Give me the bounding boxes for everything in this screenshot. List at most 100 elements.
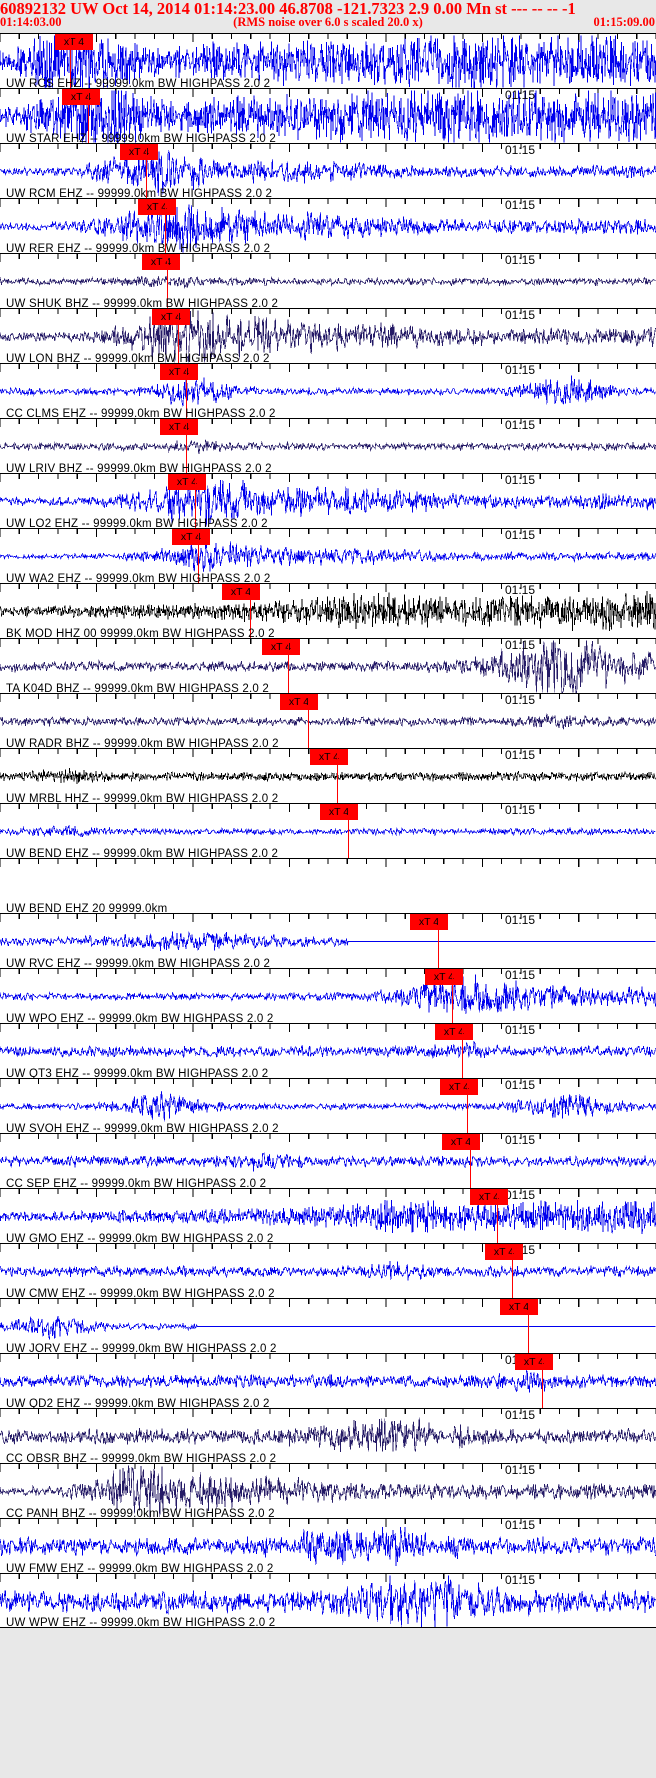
waveform — [0, 640, 656, 693]
trace-row[interactable]: 01:15 xT 4 UW LON BHZ -- 99999.0km BW HIGH… — [0, 308, 656, 363]
time-tick-label: 01:15 — [505, 1078, 536, 1092]
phase-marker[interactable]: xT 4 — [280, 694, 318, 710]
trace-label: UW WPW EHZ -- 99999.0km BW HIGHPASS 2.0 … — [6, 1617, 276, 1628]
trace-row[interactable]: 01:15 xT 4 BK MOD HHZ 00 99999.0km BW HIGH… — [0, 583, 656, 638]
waveform — [0, 1369, 656, 1393]
trace-label: CC SEP EHZ -- 99999.0km BW HIGHPASS 2.0 … — [6, 1178, 267, 1188]
pick-line — [250, 584, 252, 638]
trace-row[interactable]: 01:15 xT 4 CC SEP EHZ -- 99999.0km BW HIGH… — [0, 1133, 656, 1188]
phase-marker[interactable]: xT 4 — [440, 1079, 478, 1095]
trace-row[interactable]: 01:15 xT 4 TA K04D BHZ -- 99999.0km BW HIG… — [0, 638, 656, 693]
time-tick-label: 01:15 — [505, 638, 536, 652]
trace-row[interactable]: 01:15 xT 4 UW RADR BHZ -- 99999.0km BW HIG… — [0, 693, 656, 748]
trace-label: CC CLMS EHZ -- 99999.0km BW HIGHPASS 2.0… — [6, 408, 276, 418]
waveform — [0, 1575, 656, 1627]
time-tick-label: 01:15 — [505, 88, 536, 102]
waveform — [0, 375, 656, 407]
trace-row[interactable]: 01:15 xT 4 UW WA2 EHZ -- 99999.0km BW HIGH… — [0, 528, 656, 583]
phase-marker[interactable]: xT 4 — [320, 804, 358, 820]
phase-marker[interactable]: xT 4 — [222, 584, 260, 600]
trace-label: UW SVOH EHZ -- 99999.0km BW HIGHPASS 2.0… — [6, 1123, 279, 1133]
time-tick-label: 01:15 — [505, 1188, 536, 1202]
phase-marker[interactable]: xT 4 — [172, 529, 210, 545]
time-tick-label: 01:15 — [505, 1023, 536, 1037]
pick-line — [497, 1189, 499, 1243]
phase-marker[interactable]: xT 4 — [515, 1354, 553, 1370]
header-times: 01:14:03.00 (RMS noise over 6.0 s scaled… — [0, 15, 656, 31]
phase-marker[interactable]: xT 4 — [138, 199, 176, 215]
trace-row[interactable]: 01:15 UW FMW EHZ -- 99999.0km BW HIGHPASS… — [0, 1518, 656, 1573]
phase-marker[interactable]: xT 4 — [62, 89, 100, 105]
trace-row[interactable]: 01:15 xT 4 UW STAR EHZ -- 99999.0km BW HIG… — [0, 88, 656, 143]
waveform — [0, 1040, 656, 1059]
window-end-time: 01:15:09.00 — [593, 15, 655, 29]
pick-line — [462, 1024, 464, 1078]
waveform — [0, 1199, 656, 1235]
phase-marker[interactable]: xT 4 — [425, 969, 463, 985]
phase-marker[interactable]: xT 4 — [120, 144, 158, 160]
trace-row[interactable]: xT 4 UW RCS EHZ -- 99999.0km BW HIGHPASS … — [0, 33, 656, 88]
trace-row[interactable]: 01:15 xT 4 UW RVC EHZ -- 99999.0km BW HIGH… — [0, 913, 656, 968]
phase-marker[interactable]: xT 4 — [442, 1134, 480, 1150]
trace-label: UW RADR BHZ -- 99999.0km BW HIGHPASS 2.0… — [6, 738, 279, 748]
phase-marker[interactable]: xT 4 — [152, 309, 190, 325]
trace-row[interactable]: 01:15 UW WPW EHZ -- 99999.0km BW HIGHPASS… — [0, 1573, 656, 1628]
window-start-time: 01:14:03.00 — [0, 15, 62, 29]
trace-row[interactable]: 01:15 xT 4 UW BEND EHZ -- 99999.0km BW HIG… — [0, 803, 656, 858]
trace-label: CC PANH BHZ -- 99999.0km BW HIGHPASS 2.0… — [6, 1508, 275, 1518]
waveform — [0, 1465, 656, 1518]
waveform — [0, 713, 656, 730]
time-tick-label: 01:15 — [505, 1408, 536, 1422]
trace-row[interactable]: 01:15 CC PANH BHZ -- 99999.0km BW HIGHPAS… — [0, 1463, 656, 1518]
time-tick-label: 01:15 — [505, 473, 536, 487]
trace-row[interactable]: 01:15 xT 4 UW SHUK BHZ -- 99999.0km BW HIG… — [0, 253, 656, 308]
phase-marker[interactable]: xT 4 — [410, 914, 448, 930]
waveform — [0, 540, 656, 572]
phase-marker[interactable]: xT 4 — [485, 1244, 523, 1260]
trace-row[interactable]: 01:15 xT 4 UW QT3 EHZ -- 99999.0km BW HIGH… — [0, 1023, 656, 1078]
phase-marker[interactable]: xT 4 — [435, 1024, 473, 1040]
trace-row[interactable]: 01:15 xT 4 UW LRIV BHZ -- 99999.0km BW HIG… — [0, 418, 656, 473]
trace-row[interactable]: 01:15 xT 4 UW LO2 EHZ -- 99999.0km BW HIGH… — [0, 473, 656, 528]
trace-row[interactable]: 01:15 xT 4 UW SVOH EHZ -- 99999.0km BW HIG… — [0, 1078, 656, 1133]
trace-row[interactable]: 01:15 xT 4 UW RER EHZ -- 99999.0km BW HIGH… — [0, 198, 656, 253]
phase-marker[interactable]: xT 4 — [500, 1299, 538, 1315]
phase-marker[interactable]: xT 4 — [55, 34, 93, 50]
trace-row[interactable]: 01:15 xT 4 UW MRBL HHZ -- 99999.0km BW HIG… — [0, 748, 656, 803]
phase-marker[interactable]: xT 4 — [310, 749, 348, 765]
pick-line — [452, 969, 454, 1023]
time-tick-label: 01:15 — [505, 803, 536, 817]
trace-row[interactable]: 01:15 xT 4 UW RCM EHZ -- 99999.0km BW HIGH… — [0, 143, 656, 198]
time-tick-label: 01:15 — [505, 583, 536, 597]
waveform — [0, 275, 656, 289]
trace-row[interactable]: 01:15 xT 4 UW GMO EHZ -- 99999.0km BW HIGH… — [0, 1188, 656, 1243]
waveform — [0, 931, 656, 952]
trace-row[interactable]: 01:15 xT 4 CC CLMS EHZ -- 99999.0km BW HIG… — [0, 363, 656, 418]
phase-marker[interactable]: xT 4 — [160, 364, 198, 380]
trace-label: UW BEND EHZ 20 99999.0km — [6, 903, 168, 913]
waveform — [0, 1417, 656, 1452]
event-title: 60892132 UW Oct 14, 2014 01:14:23.00 46.… — [0, 0, 576, 18]
waveform — [0, 825, 656, 838]
trace-row[interactable]: 01:15 xT 4 UW WPO EHZ -- 99999.0km BW HIGH… — [0, 968, 656, 1023]
phase-marker[interactable]: xT 4 — [470, 1189, 508, 1205]
phase-marker[interactable]: xT 4 — [262, 639, 300, 655]
pick-line — [512, 1244, 514, 1298]
trace-label: TA K04D BHZ -- 99999.0km BW HIGHPASS 2.0… — [6, 683, 269, 693]
phase-marker[interactable]: xT 4 — [160, 419, 198, 435]
time-tick-label: 01:15 — [505, 1463, 536, 1477]
trace-label: CC OBSR BHZ -- 99999.0km BW HIGHPASS 2.0… — [6, 1453, 277, 1463]
phase-marker[interactable]: xT 4 — [168, 474, 206, 490]
trace-row[interactable]: 01:15 CC OBSR BHZ -- 99999.0km BW HIGHPAS… — [0, 1408, 656, 1463]
trace-row[interactable]: UW BEND EHZ 20 99999.0km — [0, 858, 656, 913]
time-tick-label: 01:15 — [505, 418, 536, 432]
trace-label: BK MOD HHZ 00 99999.0km BW HIGHPASS 2.0 … — [6, 628, 275, 638]
time-tick-label: 01:15 — [505, 363, 536, 377]
phase-marker[interactable]: xT 4 — [142, 254, 180, 270]
waveform — [0, 1526, 656, 1567]
rms-noise-note: (RMS noise over 6.0 s scaled 20.0 x) — [233, 15, 423, 29]
